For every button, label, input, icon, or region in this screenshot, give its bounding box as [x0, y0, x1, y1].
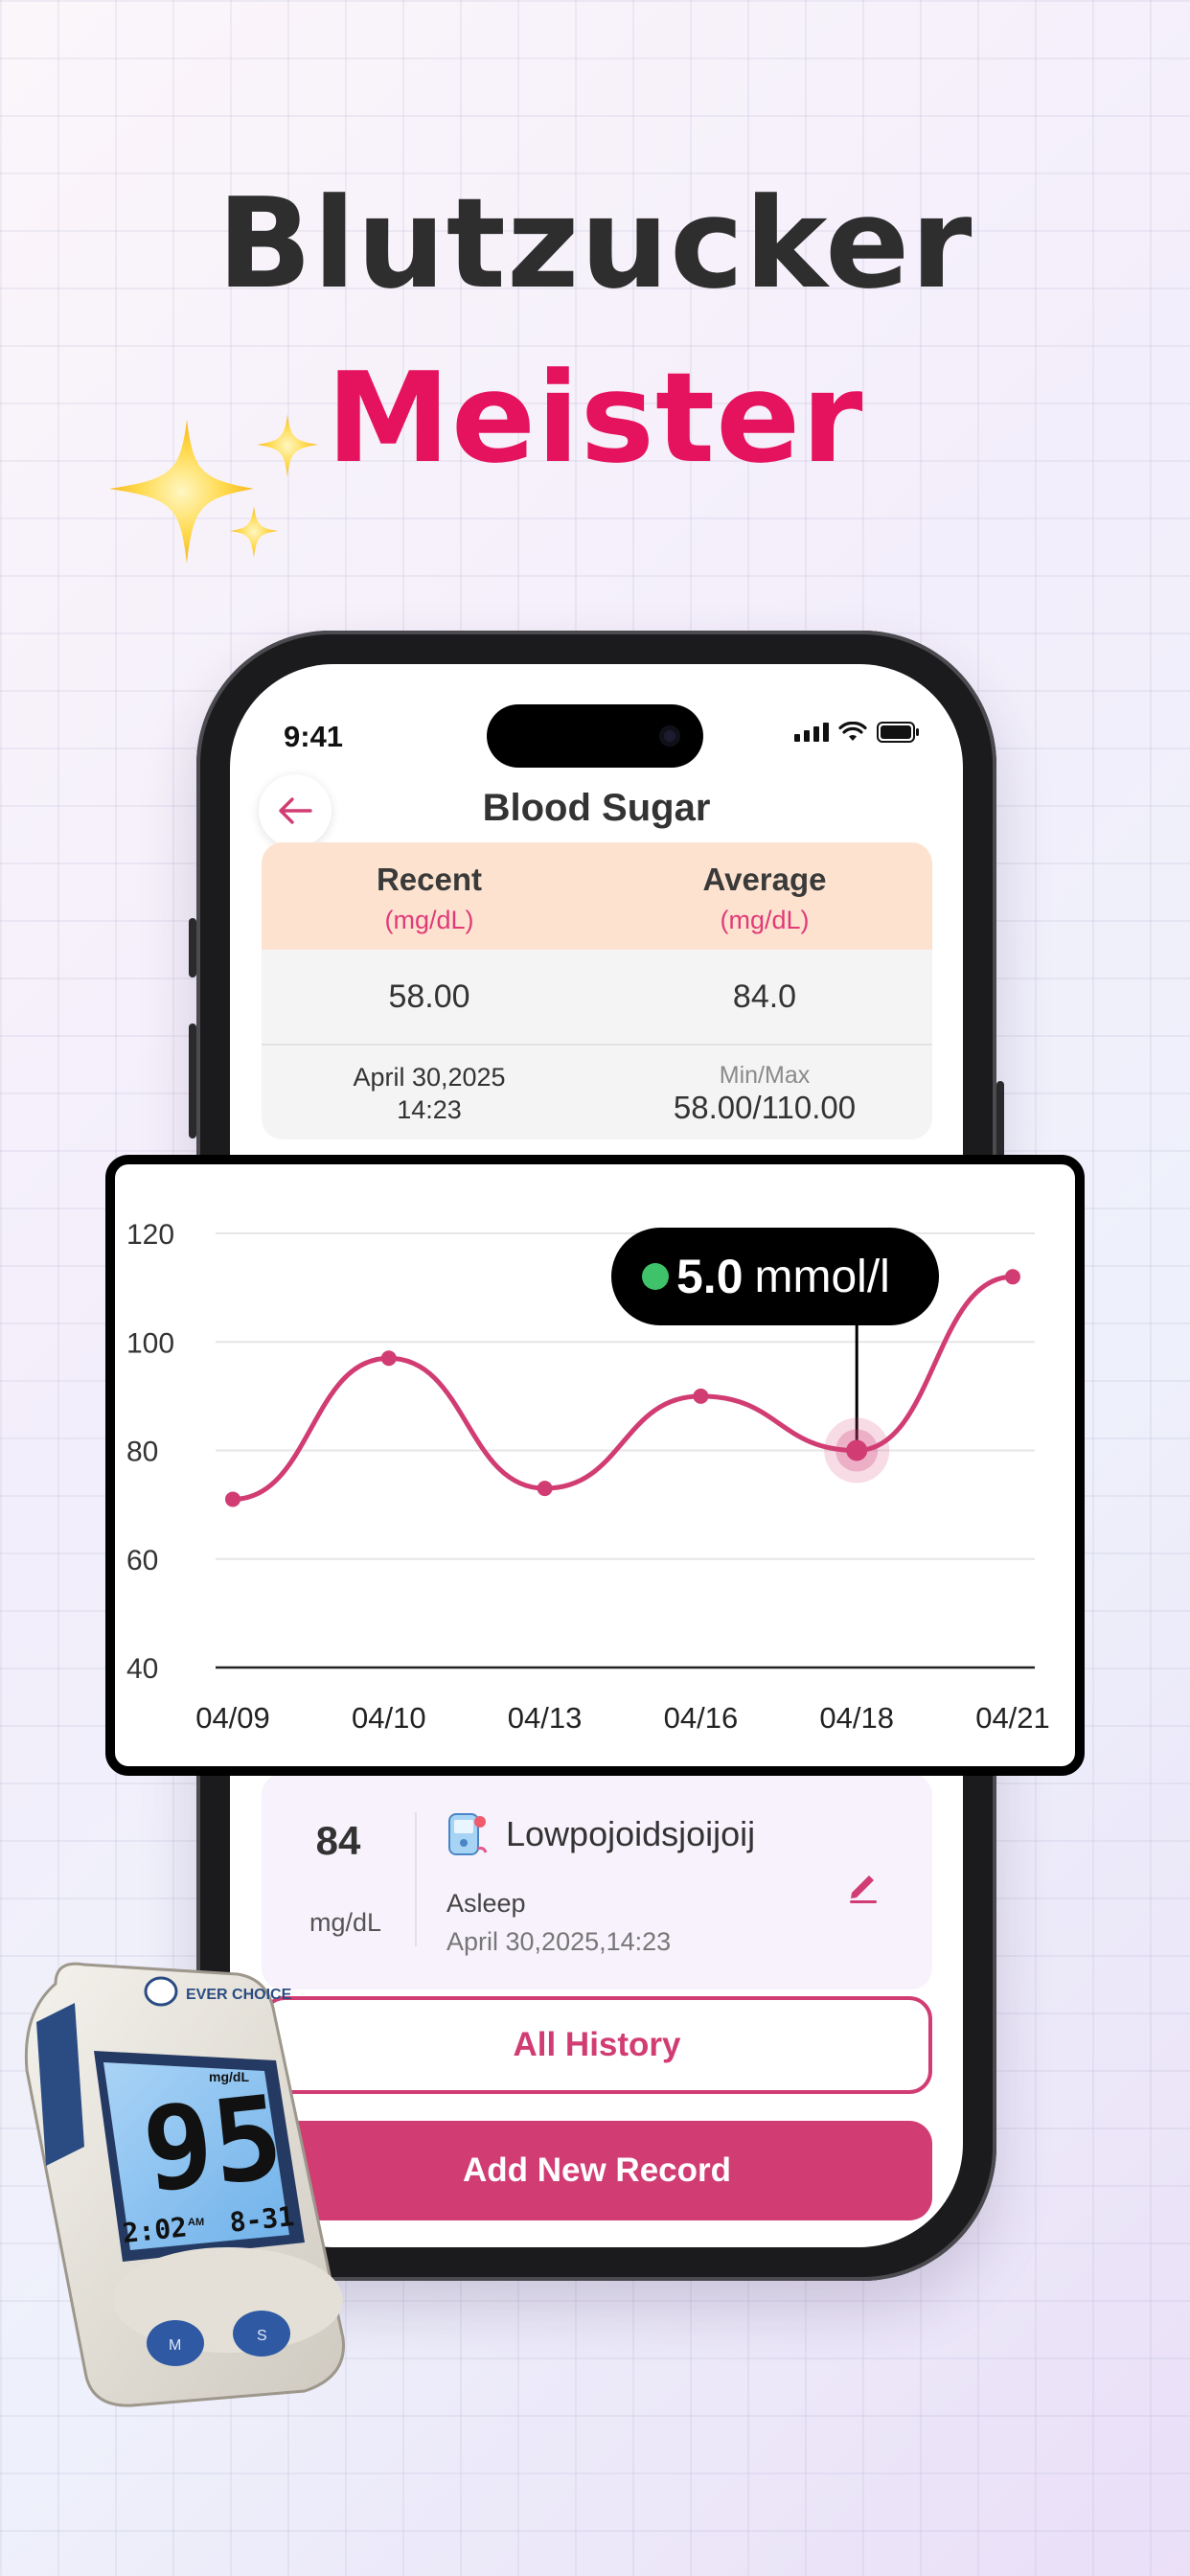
glucose-meter-device-icon: EVER CHOICE 95 mg/dL 2:02 AM 8-31 M S [24, 1962, 345, 2407]
y-tick-label: 80 [126, 1437, 158, 1468]
y-tick-label: 40 [126, 1653, 158, 1685]
wifi-icon [838, 722, 867, 741]
meter-date: 8-31 [228, 2200, 296, 2239]
stats-card: Recent (mg/dL) Average (mg/dL) 58.00 84.… [262, 842, 932, 1139]
glucose-meter-icon [448, 1813, 488, 1855]
data-point [225, 1491, 240, 1507]
headline-line-1: Blutzucker [217, 171, 973, 316]
chart-tooltip: 5.0 mmol/l [611, 1228, 939, 1325]
meter-unit: mg/dL [209, 2069, 249, 2084]
add-new-record-button[interactable]: Add New Record [262, 2121, 932, 2220]
meter-ampm: AM [188, 2217, 204, 2228]
back-button[interactable] [259, 774, 332, 847]
record-name: Lowpojoidsjoijoij [506, 1814, 756, 1853]
x-tick-label: 04/13 [508, 1701, 583, 1735]
arrow-left-icon [279, 797, 312, 824]
meter-brand: EVER CHOICE [186, 1987, 292, 2003]
recent-date: April 30,2025 [353, 1063, 506, 1092]
data-point [846, 1439, 868, 1461]
x-tick-label: 04/16 [664, 1701, 739, 1735]
blood-sugar-chart: 40 60 80 100 120 04/09 04/10 04/13 04/16 04/18 04/… [126, 1219, 1050, 1735]
headline-line-2: Meister [326, 345, 864, 491]
average-label: Average [702, 862, 827, 897]
status-icons [794, 722, 921, 743]
data-point [1005, 1269, 1020, 1285]
average-value: 84.0 [732, 978, 797, 1015]
x-tick-label: 04/09 [195, 1701, 270, 1735]
record-unit: mg/dL [309, 1908, 382, 1937]
meter-reading: 95 [137, 2071, 288, 2218]
data-point [693, 1388, 709, 1404]
record-value: 84 [315, 1818, 361, 1863]
tooltip-value: 5.0 [676, 1250, 744, 1303]
minmax-value: 58.00/110.00 [673, 1090, 857, 1125]
recent-value: 58.00 [388, 978, 470, 1015]
recent-time: 14:23 [397, 1095, 462, 1124]
sparkles-icon [109, 414, 318, 564]
edit-pencil-icon[interactable] [844, 1866, 882, 1904]
status-dot-icon [642, 1263, 669, 1290]
series-line [230, 1274, 1016, 1502]
data-point [380, 1350, 397, 1367]
average-unit: (mg/dL) [720, 906, 810, 934]
x-tick-label: 04/10 [352, 1701, 426, 1735]
status-time: 9:41 [284, 720, 344, 753]
y-tick-label: 60 [126, 1545, 158, 1576]
meter-btn-m: M [169, 2337, 181, 2354]
record-card[interactable]: 84 mg/dL Lowpojoidsjoijoij Asleep April … [262, 1774, 932, 1990]
record-datetime: April 30,2025,14:23 [446, 1927, 672, 1956]
x-tick-label: 04/18 [819, 1701, 894, 1735]
cellular-signal-icon [794, 723, 829, 742]
x-tick-label: 04/21 [975, 1701, 1050, 1735]
record-tag: Asleep [446, 1889, 526, 1918]
y-tick-label: 100 [126, 1327, 174, 1359]
dynamic-island [487, 704, 703, 768]
meter-time: 2:02 [121, 2211, 189, 2249]
chart-card: 40 60 80 100 120 04/09 04/10 04/13 04/16 04/18 04/… [105, 1155, 1085, 1776]
all-history-button[interactable]: All History [262, 1996, 932, 2094]
tooltip-unit: mmol/l [754, 1251, 890, 1302]
meter-btn-s: S [257, 2328, 267, 2344]
data-point [537, 1481, 553, 1497]
page-title: Blood Sugar [482, 787, 711, 829]
minmax-label: Min/Max [719, 1062, 811, 1089]
recent-label: Recent [376, 862, 483, 897]
recent-unit: (mg/dL) [384, 906, 474, 934]
battery-icon [877, 722, 919, 743]
record-divider [415, 1812, 417, 1946]
y-tick-label: 120 [126, 1219, 174, 1251]
